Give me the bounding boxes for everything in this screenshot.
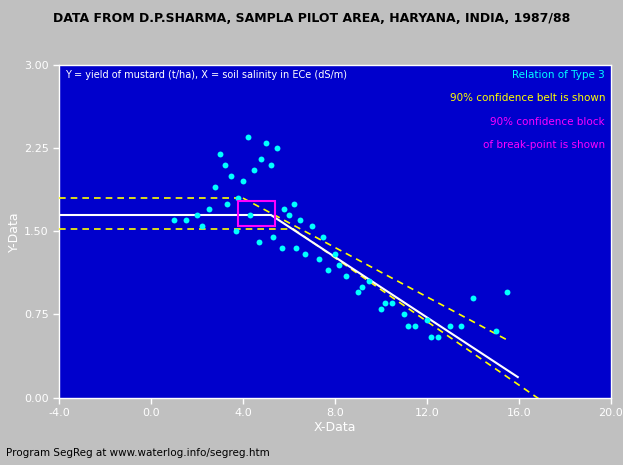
Point <box>279 206 289 213</box>
Point <box>502 289 512 296</box>
Point <box>222 200 232 207</box>
Text: 90% confidence block: 90% confidence block <box>490 117 605 126</box>
Point <box>249 166 259 174</box>
Point <box>358 283 368 291</box>
Text: Program SegReg at www.waterlog.info/segreg.htm: Program SegReg at www.waterlog.info/segr… <box>6 448 270 458</box>
Point <box>227 172 237 179</box>
Point <box>468 294 478 302</box>
Point <box>341 272 351 279</box>
Point <box>426 333 436 340</box>
Point <box>272 145 282 152</box>
Text: DATA FROM D.P.SHARMA, SAMPLA PILOT AREA, HARYANA, INDIA, 1987/88: DATA FROM D.P.SHARMA, SAMPLA PILOT AREA,… <box>53 12 570 25</box>
Text: of break-point is shown: of break-point is shown <box>483 140 605 150</box>
Point <box>219 161 229 169</box>
Point <box>330 250 340 257</box>
Point <box>211 183 221 191</box>
Point <box>411 322 421 329</box>
Point <box>353 289 363 296</box>
Text: 90% confidence belt is shown: 90% confidence belt is shown <box>450 93 605 103</box>
Y-axis label: Y-Data: Y-Data <box>8 211 21 252</box>
Point <box>288 200 298 207</box>
Point <box>242 133 252 141</box>
Point <box>422 316 432 324</box>
Point <box>381 299 391 307</box>
Point <box>433 333 443 340</box>
Point <box>323 266 333 274</box>
Point <box>192 211 202 219</box>
Point <box>491 327 501 335</box>
Point <box>231 228 241 235</box>
Point <box>268 233 278 240</box>
Point <box>284 211 294 219</box>
Point <box>314 255 324 263</box>
Point <box>335 261 345 268</box>
Point <box>300 250 310 257</box>
Point <box>456 322 466 329</box>
Point <box>257 156 267 163</box>
Point <box>445 322 455 329</box>
Point <box>291 244 301 252</box>
Point <box>265 161 275 169</box>
Point <box>234 194 244 202</box>
Bar <box>239 201 275 226</box>
Point <box>376 305 386 312</box>
Point <box>404 322 414 329</box>
Point <box>388 299 397 307</box>
Point <box>238 178 248 185</box>
Point <box>197 222 207 230</box>
Point <box>318 233 328 240</box>
Point <box>261 139 271 146</box>
Point <box>364 278 374 285</box>
Point <box>399 311 409 318</box>
Point <box>277 244 287 252</box>
Point <box>295 217 305 224</box>
Text: Relation of Type 3: Relation of Type 3 <box>512 70 605 80</box>
Point <box>307 222 317 230</box>
Point <box>254 239 264 246</box>
Point <box>181 217 191 224</box>
Point <box>204 206 214 213</box>
Point <box>245 211 255 219</box>
Point <box>215 150 225 158</box>
Point <box>169 217 179 224</box>
Text: Y = yield of mustard (t/ha), X = soil salinity in ECe (dS/m): Y = yield of mustard (t/ha), X = soil sa… <box>65 70 346 80</box>
X-axis label: X-Data: X-Data <box>313 421 356 434</box>
